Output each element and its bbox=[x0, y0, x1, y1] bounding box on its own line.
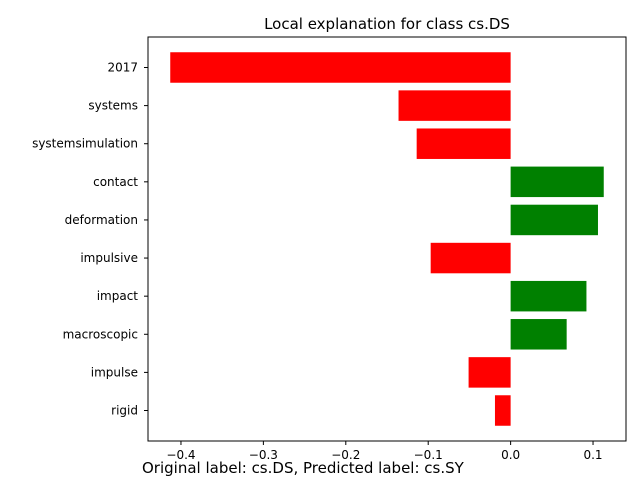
y-tick-label: rigid bbox=[111, 404, 138, 418]
y-tick-label: 2017 bbox=[107, 60, 138, 74]
y-tick-label: impulsive bbox=[80, 251, 138, 265]
bar bbox=[170, 52, 511, 83]
x-tick-label: −0.1 bbox=[414, 448, 443, 462]
plot-frame bbox=[147, 36, 627, 442]
bar bbox=[510, 166, 604, 198]
chart-title: Local explanation for class cs.DS bbox=[264, 15, 510, 33]
y-tick-label: macroscopic bbox=[63, 327, 138, 341]
bar bbox=[398, 90, 511, 121]
bar bbox=[510, 319, 567, 350]
y-tick-label: deformation bbox=[65, 213, 138, 227]
bar bbox=[416, 128, 511, 159]
x-tick-label: −0.2 bbox=[331, 448, 360, 462]
bar bbox=[468, 357, 511, 388]
bar bbox=[510, 204, 598, 236]
y-tick-label: contact bbox=[93, 175, 138, 189]
label-caption: Original label: cs.DS, Predicted label: … bbox=[142, 459, 464, 477]
x-tick-label: −0.4 bbox=[166, 448, 195, 462]
x-tick-label: 0.1 bbox=[583, 448, 602, 462]
y-tick-label: impact bbox=[97, 289, 139, 303]
x-tick-label: 0.0 bbox=[501, 448, 520, 462]
y-tick-label: impulse bbox=[91, 365, 138, 379]
bar bbox=[510, 280, 587, 312]
y-tick-label: systems bbox=[88, 99, 138, 113]
bar bbox=[430, 242, 511, 274]
bar bbox=[494, 395, 511, 426]
y-tick-label: systemsimulation bbox=[32, 137, 138, 151]
x-tick-label: −0.3 bbox=[249, 448, 278, 462]
